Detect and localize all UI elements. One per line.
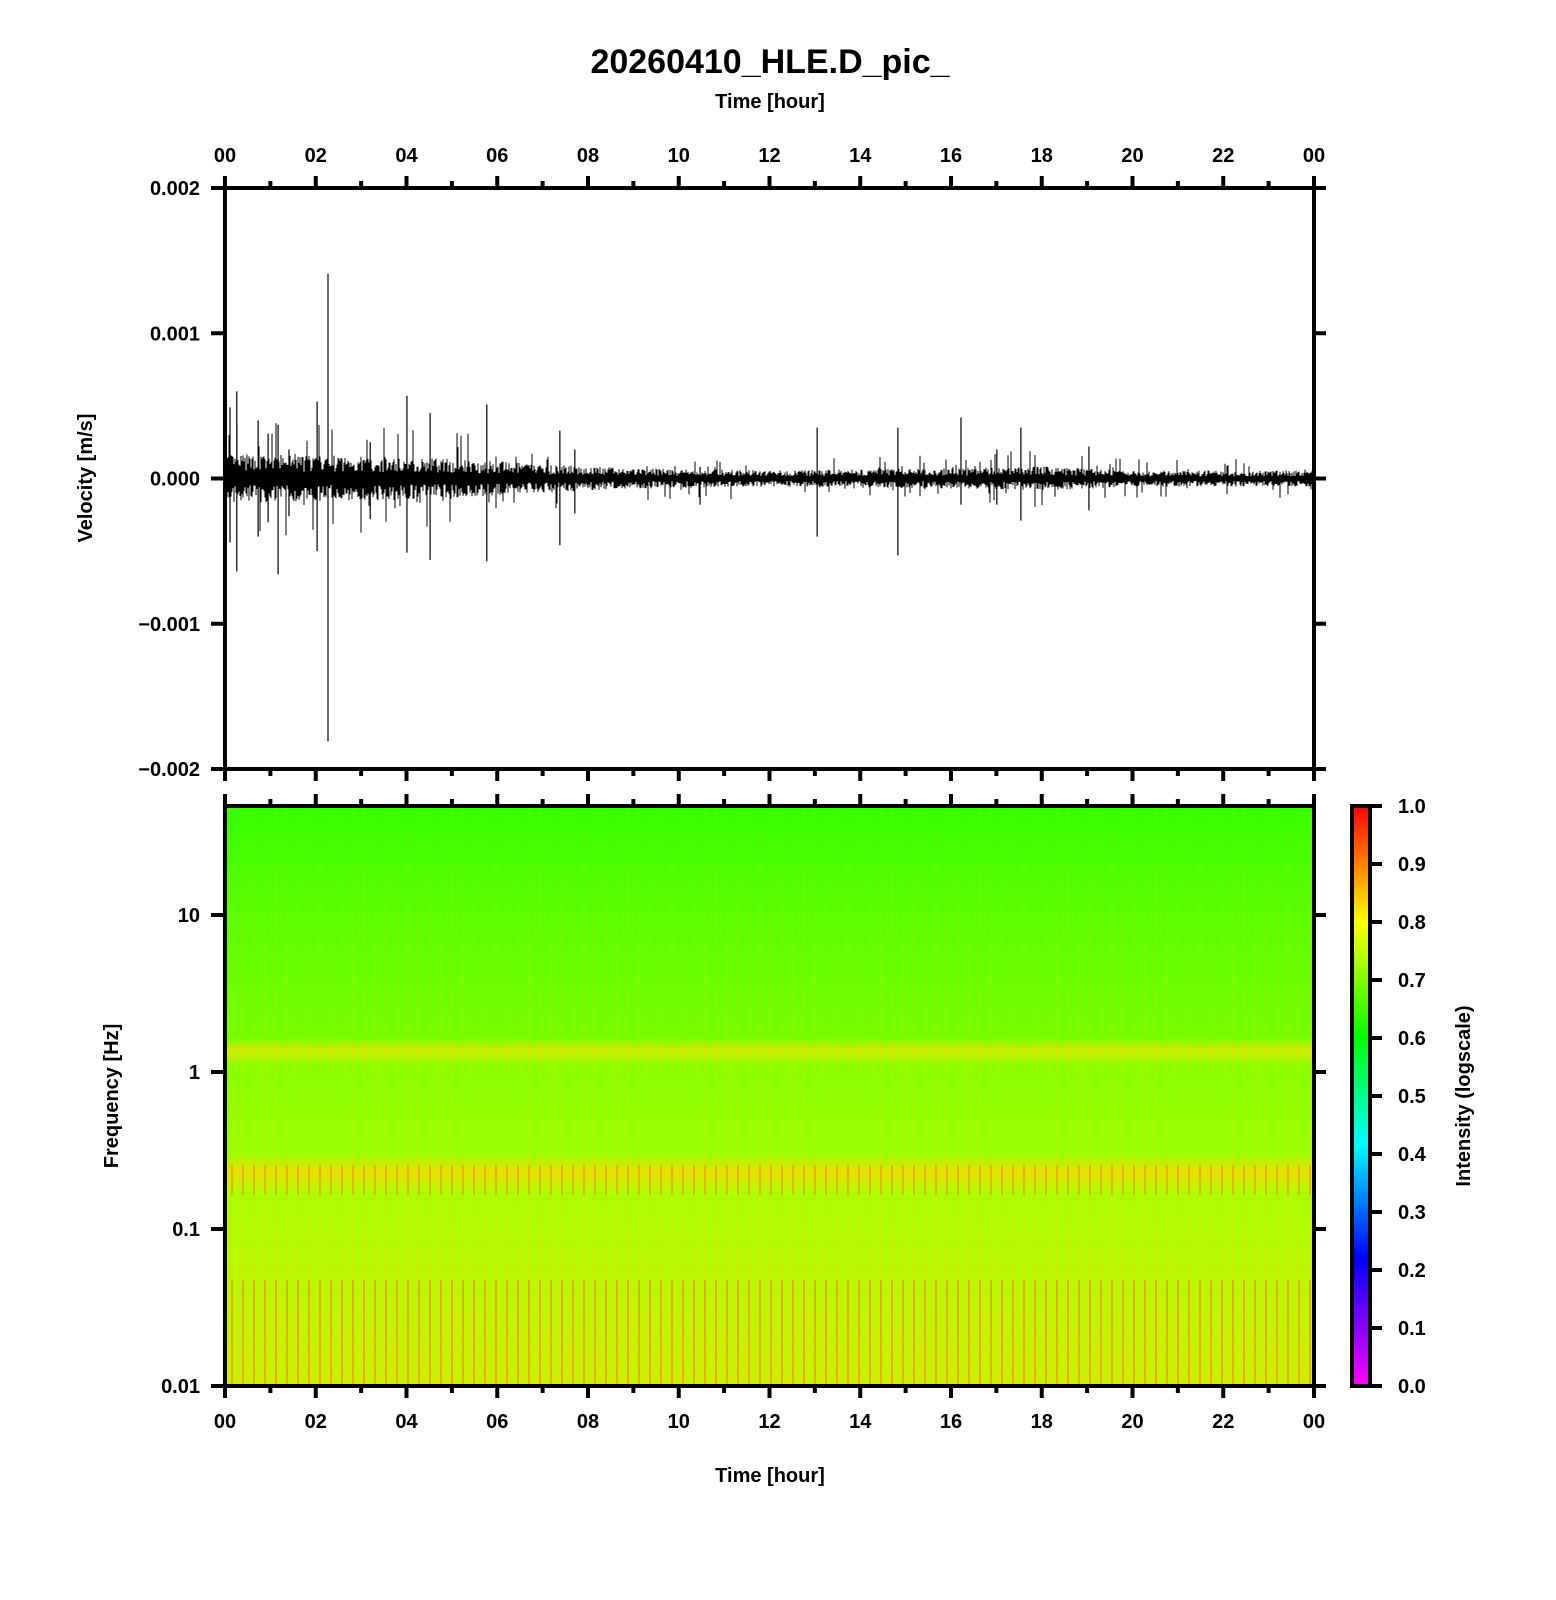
top-x-tick-label: 12 (758, 145, 780, 167)
colorbar-tick-label: 0.2 (1398, 1260, 1426, 1282)
bottom-x-tick-label: 18 (1031, 1411, 1053, 1433)
waveform-axes: 00 02 04 06 08 10 12 14 16 18 20 22 00 0.002 0.001 0.00… (138, 145, 1326, 781)
spectrogram-axes: 00 02 04 06 08 10 12 14 16 18 20 22 00 10 1 0.1 0.01 (161, 794, 1326, 1433)
y-tick-label: −0.001 (138, 614, 200, 636)
bottom-x-tick-label: 02 (305, 1411, 327, 1433)
top-x-tick-label: 08 (577, 145, 599, 167)
bottom-x-tick-label: 00 (214, 1411, 236, 1433)
y-tick-label: 0.002 (150, 178, 200, 200)
colorbar-tick-label: 0.6 (1398, 1028, 1426, 1050)
spectrogram-band-0.2hz (225, 1165, 1314, 1195)
top-x-tick-label: 00 (214, 145, 236, 167)
top-x-tick-label: 16 (940, 145, 962, 167)
colorbar (1350, 804, 1372, 1388)
y-axis-label-velocity: Velocity [m/s] (75, 414, 97, 543)
top-x-tick-label: 00 (1303, 145, 1325, 167)
bottom-x-tick-label: 08 (577, 1411, 599, 1433)
waveform-plot (224, 273, 1315, 742)
colorbar-tick-label: 0.4 (1398, 1144, 1427, 1166)
top-x-tick-label: 02 (305, 145, 327, 167)
y-tick-label: 0.001 (150, 323, 200, 345)
spectrogram-band-1.3hz (225, 1046, 1314, 1062)
chart-title: 20260410_HLE.D_pic_ (590, 43, 950, 81)
bottom-x-tick-label: 16 (940, 1411, 962, 1433)
bottom-x-axis-label: Time [hour] (715, 1465, 825, 1487)
bottom-x-tick-label: 10 (668, 1411, 690, 1433)
colorbar-tick-label: 1.0 (1398, 796, 1426, 818)
y-tick-label: 0.000 (150, 469, 200, 491)
top-x-tick-label: 14 (849, 145, 872, 167)
colorbar-tick-label: 0.8 (1398, 912, 1426, 934)
colorbar-axis: 1.0 0.9 0.8 0.7 0.6 0.5 0.4 0.3 0.2 0.1 0.0 (1370, 796, 1427, 1398)
top-x-tick-label: 10 (668, 145, 690, 167)
y-tick-label: 0.01 (161, 1376, 200, 1398)
y-tick-label: 10 (178, 905, 200, 927)
colorbar-label: Intensity (logscale) (1453, 1005, 1475, 1186)
top-x-tick-label: 06 (486, 145, 508, 167)
bottom-x-tick-label: 20 (1121, 1411, 1143, 1433)
top-x-tick-label: 20 (1121, 145, 1143, 167)
top-x-tick-label: 04 (395, 145, 418, 167)
y-tick-label: −0.002 (138, 759, 200, 781)
bottom-x-tick-label: 04 (395, 1411, 418, 1433)
bottom-x-tick-label: 12 (758, 1411, 780, 1433)
bottom-x-tick-label: 22 (1212, 1411, 1234, 1433)
spectrogram-band-low (225, 1280, 1314, 1386)
top-x-tick-label: 18 (1031, 145, 1053, 167)
top-x-axis-label: Time [hour] (715, 91, 825, 113)
colorbar-tick-label: 0.7 (1398, 970, 1426, 992)
y-axis-label-frequency: Frequency [Hz] (101, 1024, 123, 1168)
y-tick-label: 0.1 (172, 1219, 200, 1241)
bottom-x-tick-label: 06 (486, 1411, 508, 1433)
bottom-x-tick-label: 00 (1303, 1411, 1325, 1433)
colorbar-tick-label: 0.9 (1398, 854, 1426, 876)
y-tick-label: 1 (189, 1062, 200, 1084)
colorbar-tick-label: 0.0 (1398, 1376, 1426, 1398)
bottom-x-tick-label: 14 (849, 1411, 872, 1433)
colorbar-tick-label: 0.1 (1398, 1318, 1426, 1340)
colorbar-tick-label: 0.3 (1398, 1202, 1426, 1224)
top-x-tick-label: 22 (1212, 145, 1234, 167)
colorbar-tick-label: 0.5 (1398, 1086, 1426, 1108)
